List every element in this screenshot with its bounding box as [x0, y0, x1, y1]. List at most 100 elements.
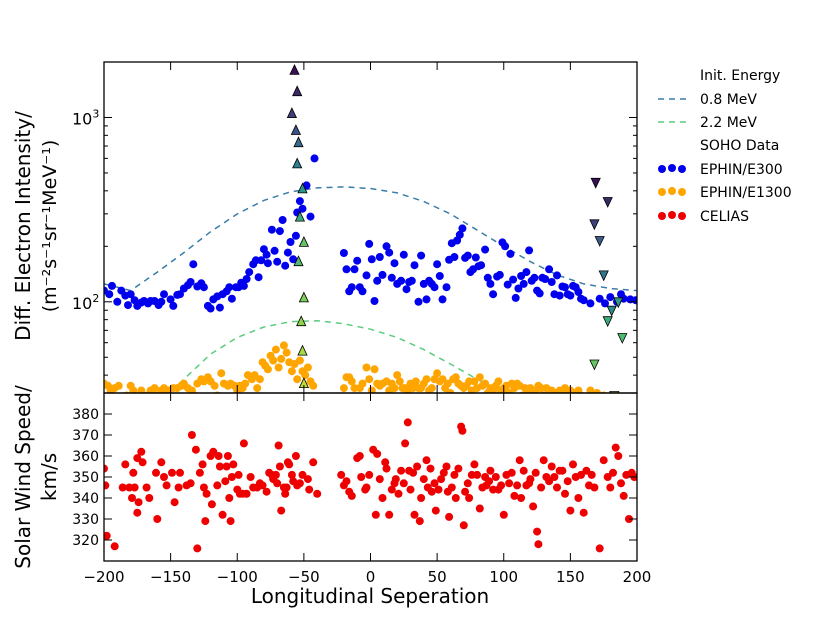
- triangles-up-marker-0: [289, 63, 300, 75]
- point-ephin-e300-19: [169, 301, 178, 310]
- point-ephin-e300-143: [553, 271, 561, 280]
- point-celias-187: [579, 508, 588, 517]
- point-ephin-e1300-4: [114, 381, 123, 390]
- point-celias-66: [273, 479, 282, 488]
- point-celias-135: [454, 464, 463, 473]
- top-y-axis-label-line1: Diff. Electron Intensity/: [11, 111, 35, 341]
- point-celias-21: [162, 481, 171, 490]
- point-celias-103: [385, 510, 394, 519]
- point-ephin-e300-140: [545, 265, 554, 274]
- point-ephin-e1300-53: [274, 363, 283, 372]
- point-ephin-e300-139: [541, 275, 550, 283]
- point-celias-183: [569, 460, 577, 469]
- legend-dot-celias-3: [678, 212, 686, 220]
- point-ephin-e1300-156: [580, 394, 588, 402]
- point-celias-83: [309, 458, 318, 467]
- point-celias-4: [118, 483, 127, 492]
- point-celias-16: [145, 494, 154, 502]
- point-celias-138: [459, 521, 468, 530]
- point-celias-114: [409, 468, 418, 477]
- point-ephin-e300-82: [382, 242, 391, 251]
- point-celias-72: [282, 483, 291, 492]
- point-ephin-e1300-158: [593, 389, 601, 393]
- point-ephin-e300-63: [298, 204, 307, 213]
- point-ephin-e1300-33: [217, 369, 226, 378]
- point-ephin-e300-117: [481, 245, 490, 254]
- point-ephin-e1300-103: [438, 375, 447, 384]
- point-ephin-e300-116: [477, 261, 486, 270]
- bottom-y-axis-label-line1: Solar Wind Speed/: [11, 385, 35, 569]
- point-celias-181: [563, 477, 572, 486]
- triangles-up-marker-12: [297, 344, 308, 356]
- point-celias-134: [451, 494, 460, 502]
- point-celias-41: [215, 462, 224, 471]
- point-ephin-e300-36: [225, 283, 234, 292]
- point-celias-175: [547, 462, 556, 471]
- point-celias-141: [465, 494, 474, 502]
- x-tick-label-100: 100: [489, 568, 518, 586]
- point-ephin-e300-62: [295, 197, 304, 206]
- point-ephin-e300-33: [215, 303, 224, 312]
- point-ephin-e1300-154: [574, 386, 583, 393]
- point-ephin-e300-21: [176, 290, 184, 299]
- point-ephin-e300-120: [489, 290, 498, 299]
- triangles-up-marker-3: [290, 124, 302, 135]
- point-ephin-e1300-46: [255, 375, 264, 384]
- point-celias-193: [599, 456, 608, 465]
- point-celias-54: [239, 439, 248, 448]
- point-ephin-e300-101: [435, 272, 444, 280]
- point-celias-35: [202, 489, 211, 498]
- point-celias-97: [371, 510, 380, 519]
- point-ephin-e1300-58: [287, 367, 296, 376]
- point-celias-80: [298, 470, 307, 479]
- point-ephin-e300-99: [430, 283, 439, 292]
- point-celias-125: [431, 506, 440, 515]
- bottom-y-tick-label-360: 360: [72, 449, 99, 465]
- x-tick-label--50: −50: [288, 568, 320, 586]
- point-ephin-e1300-160: [606, 397, 614, 405]
- point-ephin-e300-103: [442, 283, 451, 292]
- point-ephin-e1300-164: [632, 403, 640, 411]
- point-celias-162: [517, 494, 526, 502]
- point-celias-47: [226, 517, 235, 526]
- point-celias-170: [534, 540, 543, 549]
- point-celias-32: [198, 460, 207, 469]
- point-celias-108: [397, 466, 406, 475]
- point-celias-171: [537, 483, 546, 492]
- point-ephin-e300-79: [373, 276, 382, 285]
- point-ephin-e300-93: [414, 297, 423, 306]
- point-ephin-e300-1: [105, 290, 114, 299]
- point-celias-27: [186, 479, 195, 488]
- point-celias-186: [577, 470, 585, 479]
- point-ephin-e300-66: [310, 154, 319, 163]
- point-celias-197: [611, 443, 620, 452]
- point-celias-158: [507, 468, 516, 477]
- point-ephin-e300-133: [525, 246, 534, 255]
- point-celias-166: [526, 475, 535, 484]
- point-celias-198: [614, 452, 623, 460]
- triangles-down-marker-6: [613, 297, 624, 309]
- point-celias-30: [193, 544, 202, 553]
- legend-label-2-2-mev: 2.2 MeV: [700, 115, 757, 131]
- point-ephin-e1300-64: [303, 363, 312, 372]
- point-ephin-e300-157: [606, 293, 615, 302]
- point-celias-117: [415, 517, 424, 526]
- point-celias-122: [426, 464, 435, 473]
- point-ephin-e1300-14: [150, 384, 159, 393]
- point-ephin-e300-127: [509, 275, 518, 284]
- point-celias-180: [561, 489, 569, 498]
- top-y-axis-label-line2: (m⁻²s⁻¹sr⁻¹MeV⁻¹): [39, 140, 61, 313]
- point-ephin-e300-135: [530, 273, 539, 282]
- point-ephin-e300-18: [166, 295, 175, 304]
- point-ephin-e1300-108: [451, 373, 460, 382]
- triangles-up-marker-8: [293, 255, 304, 267]
- point-ephin-e300-129: [514, 284, 523, 293]
- triangles-up-marker-2: [286, 107, 298, 118]
- triangles-up-marker-1: [292, 85, 303, 97]
- point-ephin-e300-59: [289, 255, 298, 264]
- point-ephin-e300-60: [291, 231, 300, 240]
- point-celias-43: [221, 477, 230, 486]
- tick-label-exponent: 3: [92, 107, 99, 120]
- x-tick-label-200: 200: [623, 568, 652, 586]
- point-celias-95: [365, 470, 374, 479]
